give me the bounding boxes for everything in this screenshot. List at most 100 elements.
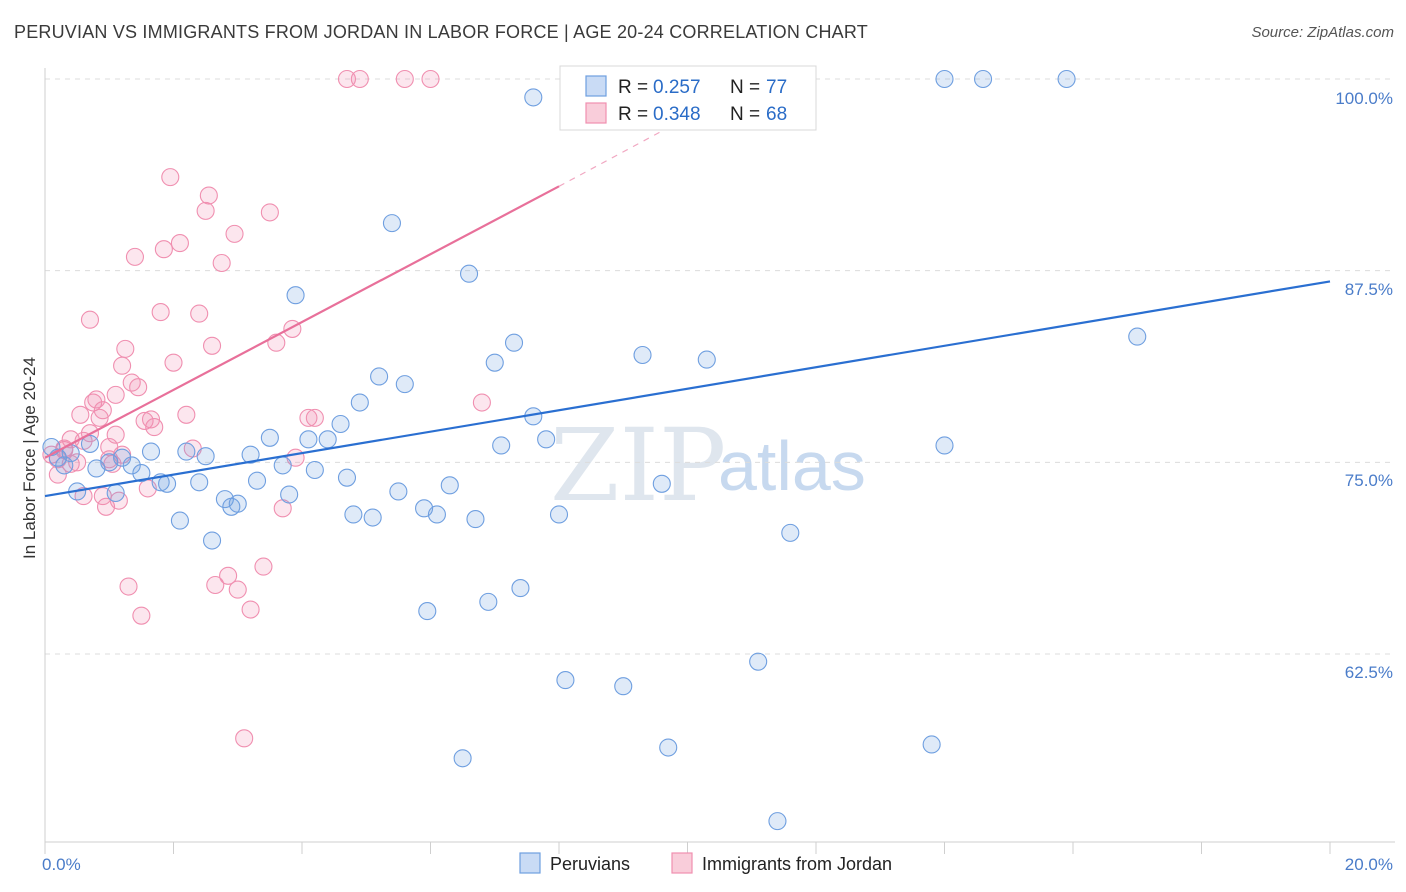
x-tick-label-20: 20.0% — [1345, 855, 1393, 874]
jordan-point-22 — [129, 378, 148, 397]
legend-swatch-jordan — [585, 102, 607, 124]
peruvians-point-11 — [132, 464, 151, 483]
peruvians-point-42 — [418, 602, 437, 621]
peruvians-point-31 — [318, 430, 337, 449]
peruvians-point-27 — [280, 485, 299, 504]
jordan-point-55 — [350, 69, 369, 89]
peruvians-point-32 — [331, 414, 350, 434]
peruvians-point-23 — [241, 445, 260, 464]
peruvians-point-56 — [556, 671, 575, 690]
peruvians-point-44 — [440, 476, 459, 495]
peruvians-point-47 — [466, 510, 485, 529]
peruvians-point-74 — [1057, 69, 1076, 89]
peruvians-point-65 — [697, 350, 716, 369]
jordan-point-11 — [93, 401, 112, 420]
jordan-point-43 — [228, 580, 247, 599]
jordan-point-29 — [154, 240, 173, 259]
legend-r-value-jordan: 0.348 — [653, 104, 701, 125]
peruvians-point-26 — [273, 456, 292, 475]
jordan-point-7 — [80, 310, 100, 329]
legend-n-value-peruvians: 77 — [766, 77, 787, 98]
peruvians-point-52 — [511, 579, 530, 598]
peruvians-point-68 — [768, 812, 787, 831]
peruvians-point-16 — [177, 442, 196, 461]
peruvians-point-76 — [524, 88, 543, 107]
jordan-point-58 — [472, 393, 491, 412]
peruvians-point-54 — [537, 430, 556, 449]
jordan-point-65 — [106, 385, 125, 404]
peruvians-point-38 — [382, 214, 402, 233]
grid-lines — [45, 78, 1395, 655]
peruvians-point-19 — [203, 531, 222, 550]
legend-box: R = 0.257 N = 77 R = 0.348 N = 68 — [559, 65, 817, 131]
legend-r-label-jordan: R = — [618, 104, 648, 125]
jordan-point-44 — [235, 729, 254, 748]
peruvians-point-37 — [370, 367, 389, 386]
axes — [44, 68, 1395, 854]
jordan-point-30 — [161, 168, 180, 187]
peruvians-point-15 — [170, 511, 189, 530]
watermark-zip: ZIP — [550, 407, 726, 524]
peruvians-point-69 — [781, 523, 800, 542]
peruvians-point-9 — [113, 448, 132, 467]
peruvians-point-62 — [652, 474, 671, 493]
jordan-point-36 — [196, 201, 215, 220]
peruvians-point-5 — [80, 434, 100, 453]
peruvians-point-12 — [141, 442, 161, 461]
watermark-atlas: atlas — [718, 427, 866, 505]
peruvians-point-73 — [973, 69, 993, 89]
peruvians-point-28 — [286, 286, 305, 305]
peruvians-point-49 — [485, 353, 504, 372]
peruvians-point-71 — [935, 436, 954, 455]
peruvians-point-14 — [158, 474, 177, 493]
y-tick-label-87-5: 87.5% — [1345, 280, 1393, 299]
jordan-point-18 — [116, 339, 135, 358]
jordan-point-19 — [119, 577, 138, 596]
jordan-point-40 — [212, 253, 231, 273]
series-jordan-points — [42, 69, 491, 748]
peruvians-point-50 — [492, 436, 511, 455]
jordan-point-45 — [241, 600, 260, 619]
legend-swatch-peruvians — [585, 75, 607, 97]
bottom-legend-swatch-jordan — [671, 852, 693, 874]
jordan-point-47 — [260, 203, 279, 222]
jordan-point-35 — [190, 304, 209, 323]
jordan-point-5 — [71, 405, 90, 424]
y-axis-label: In Labor Force | Age 20-24 — [20, 357, 39, 559]
peruvians-point-64 — [659, 738, 678, 757]
peruvians-point-39 — [389, 482, 408, 501]
peruvians-point-40 — [395, 375, 414, 394]
peruvians-point-51 — [504, 333, 524, 352]
jordan-point-9 — [87, 390, 106, 409]
peruvians-point-43 — [427, 505, 446, 524]
jordan-point-21 — [125, 247, 144, 266]
peruvians-point-17 — [190, 473, 209, 492]
jordan-point-52 — [299, 408, 318, 427]
jordan-point-6 — [74, 487, 93, 506]
jordan-point-17 — [113, 356, 132, 375]
x-tick-label-0: 0.0% — [42, 855, 81, 874]
peruvians-point-25 — [260, 428, 279, 447]
peruvians-point-75 — [1128, 327, 1147, 346]
jordan-point-42 — [225, 224, 244, 243]
jordan-point-39 — [206, 575, 225, 595]
peruvians-point-67 — [749, 652, 768, 671]
chart-title: PERUVIAN VS IMMIGRANTS FROM JORDAN IN LA… — [14, 22, 868, 42]
jordan-point-56 — [395, 69, 414, 89]
y-tick-label-62-5: 62.5% — [1345, 663, 1393, 682]
jordan-point-54 — [337, 69, 357, 89]
peruvians-point-18 — [196, 447, 215, 466]
jordan-point-41 — [219, 566, 238, 585]
y-tick-label-75: 75.0% — [1345, 471, 1393, 490]
peruvians-point-24 — [247, 471, 267, 490]
legend-r-label-peruvians: R = — [618, 77, 648, 98]
jordan-point-24 — [135, 411, 154, 430]
legend-n-label-jordan: N = — [730, 104, 760, 125]
legend-n-label-peruvians: N = — [730, 77, 760, 98]
peruvians-point-60 — [614, 677, 633, 696]
jordan-point-20 — [122, 373, 141, 392]
peruvians-trend-line — [44, 280, 1331, 498]
jordan-point-31 — [164, 353, 183, 372]
peruvians-point-35 — [350, 393, 369, 412]
